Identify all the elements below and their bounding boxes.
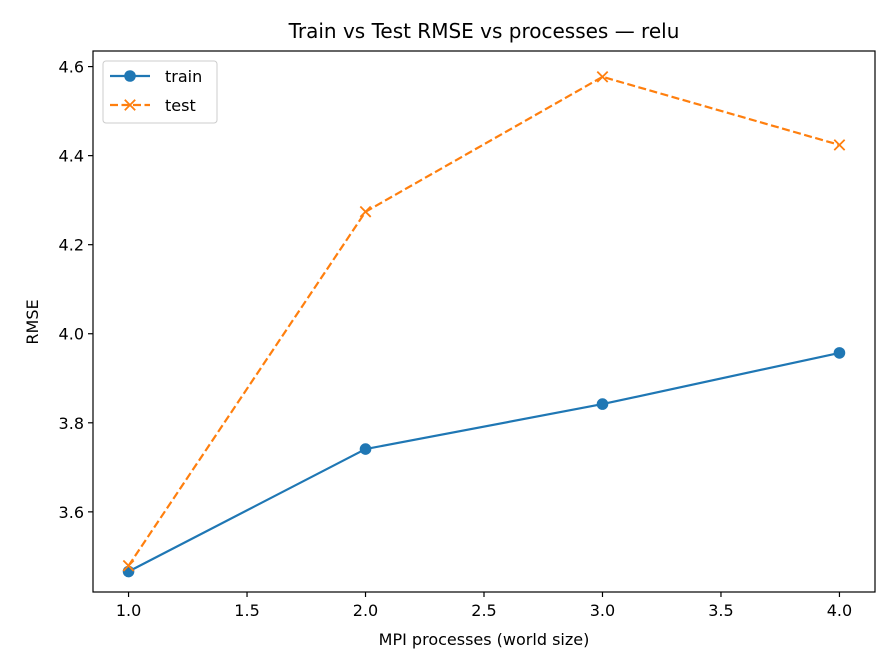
y-tick-label: 3.6 xyxy=(59,503,84,522)
legend-marker-train xyxy=(124,70,136,82)
data-point-train xyxy=(359,443,372,455)
y-tick-label: 4.6 xyxy=(59,58,84,77)
x-tick-label: 4.0 xyxy=(827,601,852,620)
data-point-test xyxy=(596,70,609,83)
data-point-test xyxy=(359,205,372,218)
data-point-train xyxy=(596,398,609,410)
y-axis-title: RMSE xyxy=(23,299,42,344)
series-line-train xyxy=(128,351,840,573)
data-point-train xyxy=(122,565,135,578)
legend-label-train: train xyxy=(165,67,202,86)
x-tick-label: 1.0 xyxy=(116,601,141,620)
chart-title: Train vs Test RMSE vs processes — relu xyxy=(288,19,680,43)
x-tick-label: 2.0 xyxy=(353,601,378,620)
legend-marker-test xyxy=(124,99,136,111)
y-tick-label: 4.2 xyxy=(59,236,84,255)
x-tick-label: 1.5 xyxy=(234,601,259,620)
data-point-train xyxy=(833,347,846,359)
y-tick-label: 4.4 xyxy=(59,147,84,166)
x-tick-label: 3.0 xyxy=(590,601,615,620)
x-axis-title: MPI processes (world size) xyxy=(379,630,590,649)
series-line-test xyxy=(127,75,840,567)
data-point-test xyxy=(122,559,135,572)
data-point-test xyxy=(833,139,846,151)
y-tick-label: 3.8 xyxy=(59,414,84,433)
x-tick-label: 3.5 xyxy=(708,601,733,620)
legend-label-test: test xyxy=(165,96,196,115)
plot-area: 1.0 1.5 2.0 2.5 3.0 3.5 4.0 3.6 3.8 4.0 4.2 4.4 4.6 t… xyxy=(59,50,876,620)
y-tick-label: 4.0 xyxy=(59,325,84,344)
x-tick-label: 2.5 xyxy=(471,601,496,620)
